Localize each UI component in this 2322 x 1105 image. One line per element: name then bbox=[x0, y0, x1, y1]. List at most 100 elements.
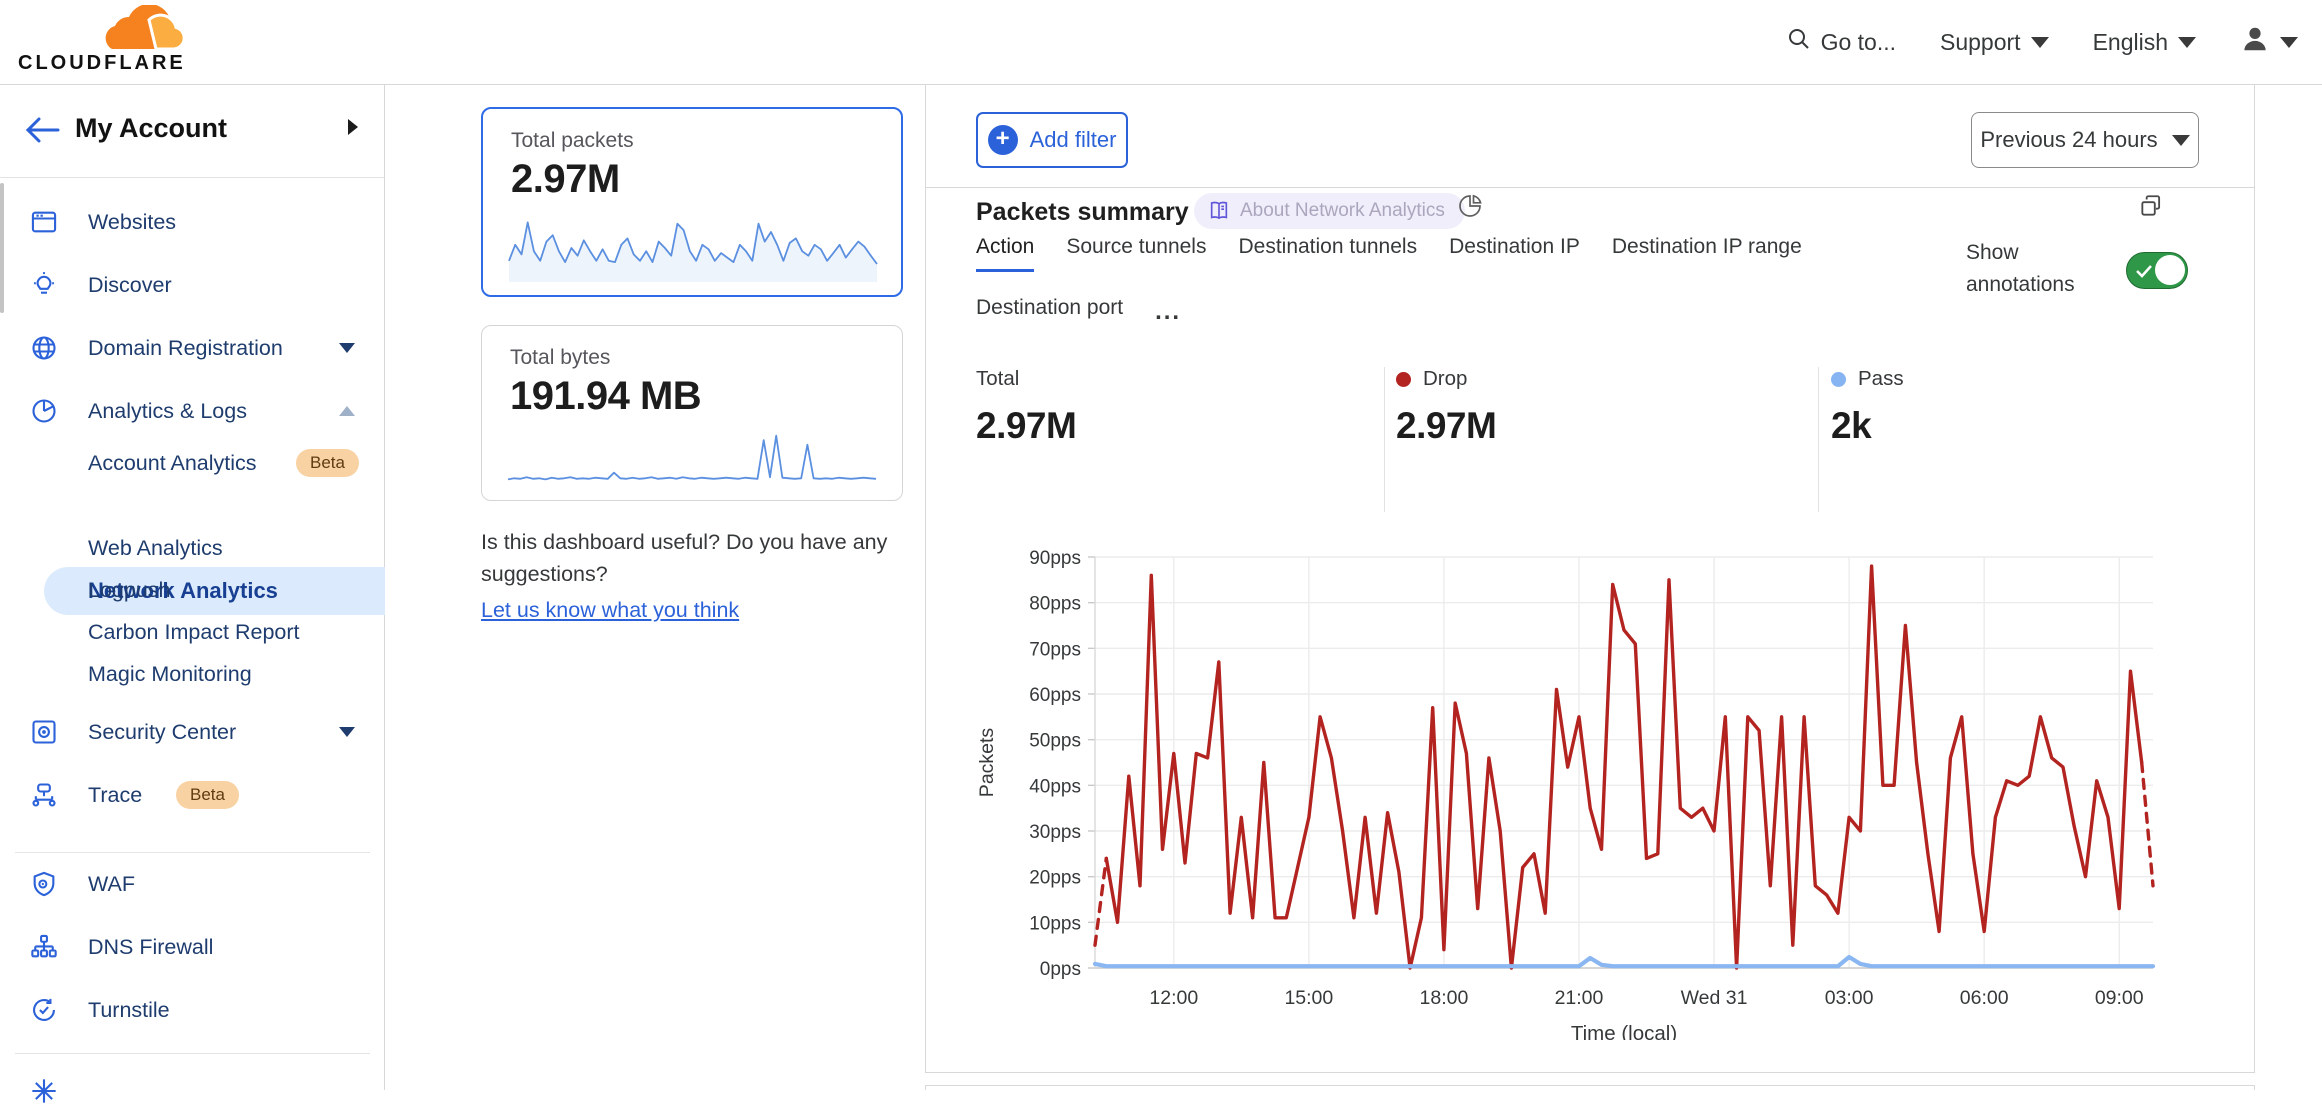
svg-text:09:00: 09:00 bbox=[2095, 987, 2144, 1009]
browser-window-icon bbox=[31, 211, 57, 233]
account-menu[interactable] bbox=[2240, 24, 2298, 60]
beta-badge: Beta bbox=[176, 781, 239, 809]
pass-legend-dot bbox=[1831, 371, 1846, 387]
sidebar-item-network-analytics-label: Network Analytics bbox=[88, 578, 278, 603]
sidebar-item-logpush[interactable]: Logpush bbox=[88, 577, 171, 602]
language-menu[interactable]: English bbox=[2093, 29, 2196, 56]
divider bbox=[15, 852, 370, 853]
stat-pass-value: 2k bbox=[1831, 405, 1872, 446]
about-badge-label: About Network Analytics bbox=[1240, 200, 1445, 221]
divider bbox=[1384, 367, 1385, 512]
tab-destination-port[interactable]: Destination port bbox=[976, 296, 1124, 319]
sidebar-item-account-analytics[interactable]: Account Analytics Beta bbox=[0, 437, 385, 489]
shield-gear-icon bbox=[33, 871, 55, 897]
sidebar-item-dns-firewall[interactable]: DNS Firewall bbox=[0, 921, 385, 973]
back-arrow-icon[interactable] bbox=[24, 115, 62, 145]
tab-source-tunnels[interactable]: Source tunnels bbox=[1066, 235, 1207, 258]
support-label: Support bbox=[1940, 28, 2021, 55]
beta-pie-icon[interactable] bbox=[1458, 193, 1484, 219]
chevron-down-icon[interactable] bbox=[339, 343, 355, 353]
show-annotations-toggle[interactable] bbox=[2126, 252, 2188, 289]
svg-text:30pps: 30pps bbox=[1029, 822, 1081, 843]
book-icon bbox=[1210, 201, 1228, 220]
svg-text:12:00: 12:00 bbox=[1149, 987, 1198, 1009]
user-icon bbox=[2240, 24, 2270, 60]
account-header[interactable]: My Account bbox=[0, 85, 384, 177]
svg-text:Wed 31: Wed 31 bbox=[1681, 987, 1748, 1009]
add-filter-button[interactable]: + Add filter bbox=[976, 112, 1128, 168]
time-range-label: Previous 24 hours bbox=[1980, 127, 2158, 152]
sidebar-item-magic-monitoring[interactable]: Magic Monitoring bbox=[88, 661, 252, 686]
svg-text:50pps: 50pps bbox=[1029, 731, 1081, 752]
chevron-up-icon[interactable] bbox=[339, 406, 355, 416]
total-packets-title: Total packets bbox=[511, 129, 634, 152]
panel-title: Packets summary bbox=[976, 198, 1189, 226]
stat-total-label: Total bbox=[976, 367, 1020, 390]
stat-total-value: 2.97M bbox=[976, 405, 1077, 446]
total-bytes-card[interactable]: Total bytes 191.94 MB bbox=[481, 325, 903, 501]
goto-search[interactable]: Go to... bbox=[1787, 27, 1896, 57]
sidebar-item-security-center[interactable]: Security Center bbox=[0, 706, 385, 758]
dimension-tabs: Action Source tunnels Destination tunnel… bbox=[976, 235, 1876, 330]
divider bbox=[15, 1053, 370, 1054]
total-packets-card[interactable]: Total packets 2.97M bbox=[481, 107, 903, 297]
svg-text:70pps: 70pps bbox=[1029, 639, 1081, 660]
beta-badge: Beta bbox=[296, 449, 359, 477]
security-safe-icon bbox=[32, 720, 56, 744]
plus-icon: + bbox=[987, 125, 1018, 155]
feedback-link[interactable]: Let us know what you think bbox=[481, 598, 740, 622]
chevron-down-icon bbox=[2030, 36, 2049, 48]
chevron-down-icon bbox=[2171, 134, 2190, 146]
divider bbox=[1818, 367, 1819, 512]
sidebar-item-turnstile[interactable]: Turnstile bbox=[0, 984, 385, 1036]
hierarchy-icon bbox=[31, 934, 57, 958]
total-packets-value: 2.97M bbox=[511, 157, 620, 201]
svg-text:03:00: 03:00 bbox=[1825, 987, 1874, 1009]
svg-text:60pps: 60pps bbox=[1029, 685, 1081, 706]
svg-text:15:00: 15:00 bbox=[1284, 987, 1333, 1009]
svg-text:40pps: 40pps bbox=[1029, 776, 1081, 797]
svg-text:21:00: 21:00 bbox=[1555, 987, 1604, 1009]
sidebar-item-domain-registration[interactable]: Domain Registration bbox=[0, 322, 385, 374]
top-nav: CLOUDFLARE Go to... Support English bbox=[0, 0, 2322, 85]
expand-panel-icon[interactable] bbox=[2138, 193, 2164, 219]
sidebar-item-network-analytics[interactable] bbox=[44, 567, 385, 615]
total-bytes-title: Total bytes bbox=[510, 346, 611, 369]
sidebar-item-discover[interactable]: Discover bbox=[0, 259, 385, 311]
total-bytes-sparkline bbox=[507, 434, 877, 481]
sidebar-item-carbon-impact-report[interactable]: Carbon Impact Report bbox=[88, 619, 300, 644]
tab-destination-ip-range[interactable]: Destination IP range bbox=[1611, 235, 1802, 258]
sidebar-scrollbar[interactable] bbox=[0, 183, 4, 313]
sidebar-item-web-analytics[interactable]: Web Analytics bbox=[88, 535, 223, 560]
show-annotations-label: Show annotations bbox=[1966, 241, 2075, 296]
next-panel-top-edge bbox=[925, 1085, 2255, 1090]
stat-drop: Drop 2.97M bbox=[1396, 367, 1497, 447]
svg-text:10pps: 10pps bbox=[1029, 913, 1081, 934]
chevron-right-icon[interactable] bbox=[348, 119, 358, 135]
sidebar-item-trace[interactable]: Trace Beta bbox=[0, 769, 385, 821]
tab-destination-tunnels[interactable]: Destination tunnels bbox=[1238, 235, 1418, 258]
stat-drop-label: Drop bbox=[1423, 367, 1468, 390]
tab-destination-ip[interactable]: Destination IP bbox=[1449, 235, 1580, 258]
support-menu[interactable]: Support bbox=[1940, 29, 2049, 56]
cloudflare-wordmark: CLOUDFLARE bbox=[18, 52, 186, 74]
svg-text:20pps: 20pps bbox=[1029, 868, 1081, 889]
stat-total: Total 2.97M bbox=[976, 367, 1077, 447]
spark-icon[interactable] bbox=[30, 1077, 58, 1105]
toggle-knob bbox=[2155, 255, 2185, 285]
cloudflare-logo[interactable] bbox=[16, 3, 196, 79]
packets-time-series-chart: 12:00 15:00 18:00 21:00 Wed 31 03:00 06:00 09:0… bbox=[976, 548, 2156, 1040]
search-icon bbox=[1787, 27, 1811, 57]
time-range-dropdown[interactable]: Previous 24 hours bbox=[1971, 112, 2199, 168]
refresh-check-icon bbox=[33, 998, 55, 1021]
sidebar-item-websites[interactable]: Websites bbox=[0, 196, 385, 248]
about-network-analytics-badge[interactable]: About Network Analytics bbox=[1194, 193, 1465, 229]
feedback-question-line1: Is this dashboard useful? Do you have an… bbox=[481, 530, 888, 554]
chevron-down-icon[interactable] bbox=[339, 727, 355, 737]
account-title: My Account bbox=[75, 113, 228, 143]
tab-action[interactable]: Action bbox=[976, 235, 1035, 272]
cloudflare-cloud-icon bbox=[105, 3, 186, 51]
more-tabs-icon[interactable]: ... bbox=[1155, 298, 1182, 325]
sidebar-item-analytics-logs[interactable]: Analytics & Logs bbox=[0, 385, 385, 437]
sidebar-item-waf[interactable]: WAF bbox=[0, 858, 385, 910]
